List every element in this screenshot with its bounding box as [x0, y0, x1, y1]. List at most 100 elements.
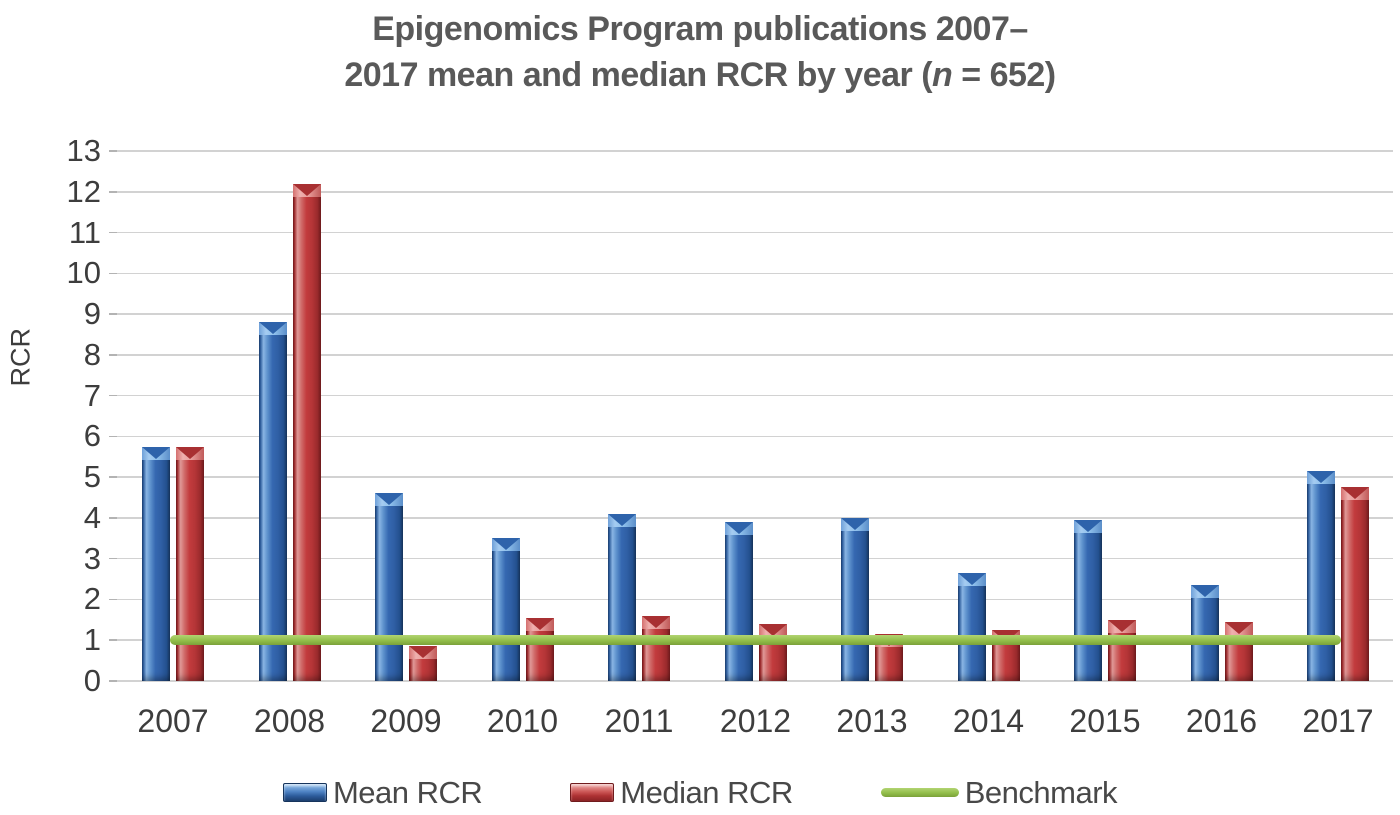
gridline-y4	[117, 517, 1393, 519]
bar-median-2009	[409, 646, 437, 681]
bar-top-bevel	[176, 446, 204, 460]
x-tick-label-2017: 2017	[1302, 703, 1374, 739]
gridline-y5	[117, 476, 1393, 478]
y-tick-label-5: 5	[83, 459, 101, 495]
y-axis-tick-8	[109, 354, 117, 356]
y-axis-tick-6	[109, 435, 117, 438]
y-axis-tick-12	[109, 190, 117, 193]
gridline-y8	[117, 354, 1393, 356]
y-axis-tick-13	[109, 150, 117, 152]
gridline-y7	[117, 394, 1393, 397]
bar-top-bevel	[642, 615, 670, 629]
bar-bevel-notch	[758, 623, 787, 636]
gridline-y10	[117, 272, 1393, 275]
bar-bevel-notch	[1307, 471, 1335, 484]
bar-mean-2014	[957, 572, 986, 681]
bar-top-bevel	[758, 623, 787, 637]
y-tick-label-2: 2	[83, 581, 101, 617]
legend-label-median: Median RCR	[620, 774, 793, 810]
bar-median-2010	[525, 617, 554, 681]
x-tick-label-2014: 2014	[952, 703, 1025, 739]
chart-title-line1: Epigenomics Program publications 2007–	[372, 10, 1028, 48]
bar-mean-2009	[375, 493, 403, 681]
benchmark-line-swatch-icon	[880, 788, 959, 797]
bar-bevel-notch	[525, 617, 554, 630]
chart-title: Epigenomics Program publications 2007– 2…	[0, 6, 1400, 98]
bar-median-2007	[176, 446, 204, 681]
y-tick-label-6: 6	[83, 418, 101, 454]
bar-bevel-notch	[1190, 585, 1219, 598]
y-axis-tick-5	[109, 476, 117, 478]
x-tick-label-2011: 2011	[604, 703, 674, 739]
x-tick-label-2012: 2012	[719, 703, 792, 739]
bar-top-bevel	[1108, 619, 1136, 633]
bar-top-bevel	[525, 617, 554, 631]
bar-bevel-notch	[1074, 519, 1102, 532]
x-tick-label-2007: 2007	[137, 703, 209, 739]
y-axis-tick-0	[109, 680, 117, 682]
bar-top-bevel	[292, 183, 321, 197]
bar-top-bevel	[841, 517, 869, 531]
bar-top-bevel	[1224, 621, 1253, 635]
y-axis-tick-4	[109, 517, 117, 519]
bar-mean-2008	[258, 322, 287, 681]
y-axis-tick-9	[109, 313, 117, 315]
y-tick-label-7: 7	[83, 377, 101, 413]
y-axis-tick-11	[109, 231, 117, 234]
y-axis-tick-7	[109, 394, 117, 397]
y-tick-label-3: 3	[83, 540, 101, 576]
chart-title-line2: 2017 mean and median RCR by year (n = 65…	[344, 56, 1056, 94]
bar-top-bevel	[1341, 487, 1369, 501]
bar-bevel-notch	[375, 493, 403, 506]
y-axis-tick-2	[109, 598, 117, 601]
bar-top-bevel	[409, 646, 437, 660]
bar-top-bevel	[375, 493, 403, 507]
bar-mean-2016	[1190, 585, 1219, 681]
bar-median-2012	[758, 623, 787, 681]
legend-item-median: Median RCR	[570, 774, 793, 811]
bar-mean-2017	[1307, 471, 1335, 681]
bar-top-bevel	[258, 322, 287, 336]
y-tick-label-9: 9	[83, 296, 101, 332]
gridline-y2	[117, 598, 1393, 601]
gridline-y3	[117, 557, 1393, 560]
legend: Mean RCR Median RCR Benchmark	[0, 770, 1400, 815]
bar-bevel-notch	[1108, 619, 1136, 632]
bar-top-bevel	[1074, 519, 1102, 533]
bar-mean-2012	[724, 522, 753, 681]
median-rcr-swatch-icon	[570, 783, 615, 802]
gridline-y11	[117, 231, 1393, 234]
bar-mean-2013	[841, 517, 869, 681]
x-tick-label-2010: 2010	[486, 703, 559, 739]
x-tick-label-2009: 2009	[370, 703, 442, 739]
bar-median-2008	[292, 183, 321, 681]
y-axis-title: RCR	[5, 328, 36, 387]
plot-area: 0 1 2 3 4 5 6 7 8 9 10 11 12 13 2007 2008 2009 2010 2011 20…	[67, 133, 1393, 739]
legend-item-benchmark: Benchmark	[880, 775, 1118, 811]
gridline-y12	[117, 190, 1393, 193]
bar-bevel-notch	[608, 513, 636, 526]
bar-mean-2010	[491, 538, 520, 681]
gridline-y0	[117, 680, 1393, 682]
gridline-y6	[117, 435, 1393, 438]
bar-median-2011	[642, 615, 670, 681]
x-tick-label-2008: 2008	[253, 703, 326, 739]
mean-rcr-swatch-icon	[282, 783, 327, 802]
bar-bevel-notch	[841, 517, 869, 530]
bar-mean-2015	[1074, 519, 1102, 681]
y-tick-label-12: 12	[66, 173, 101, 209]
bar-median-2016	[1224, 621, 1253, 681]
legend-label-mean: Mean RCR	[332, 774, 483, 810]
bar-median-2017	[1341, 487, 1369, 681]
bar-mean-2011	[608, 513, 636, 681]
bar-top-bevel	[1190, 585, 1219, 599]
bar-bevel-notch	[1224, 621, 1253, 634]
y-tick-label-10: 10	[66, 255, 101, 291]
y-tick-label-11: 11	[68, 214, 101, 250]
bar-top-bevel	[142, 446, 170, 460]
bar-bevel-notch	[1341, 487, 1369, 500]
bar-mean-2007	[142, 446, 170, 681]
y-axis-tick-3	[109, 557, 117, 560]
benchmark-line	[170, 635, 1341, 646]
